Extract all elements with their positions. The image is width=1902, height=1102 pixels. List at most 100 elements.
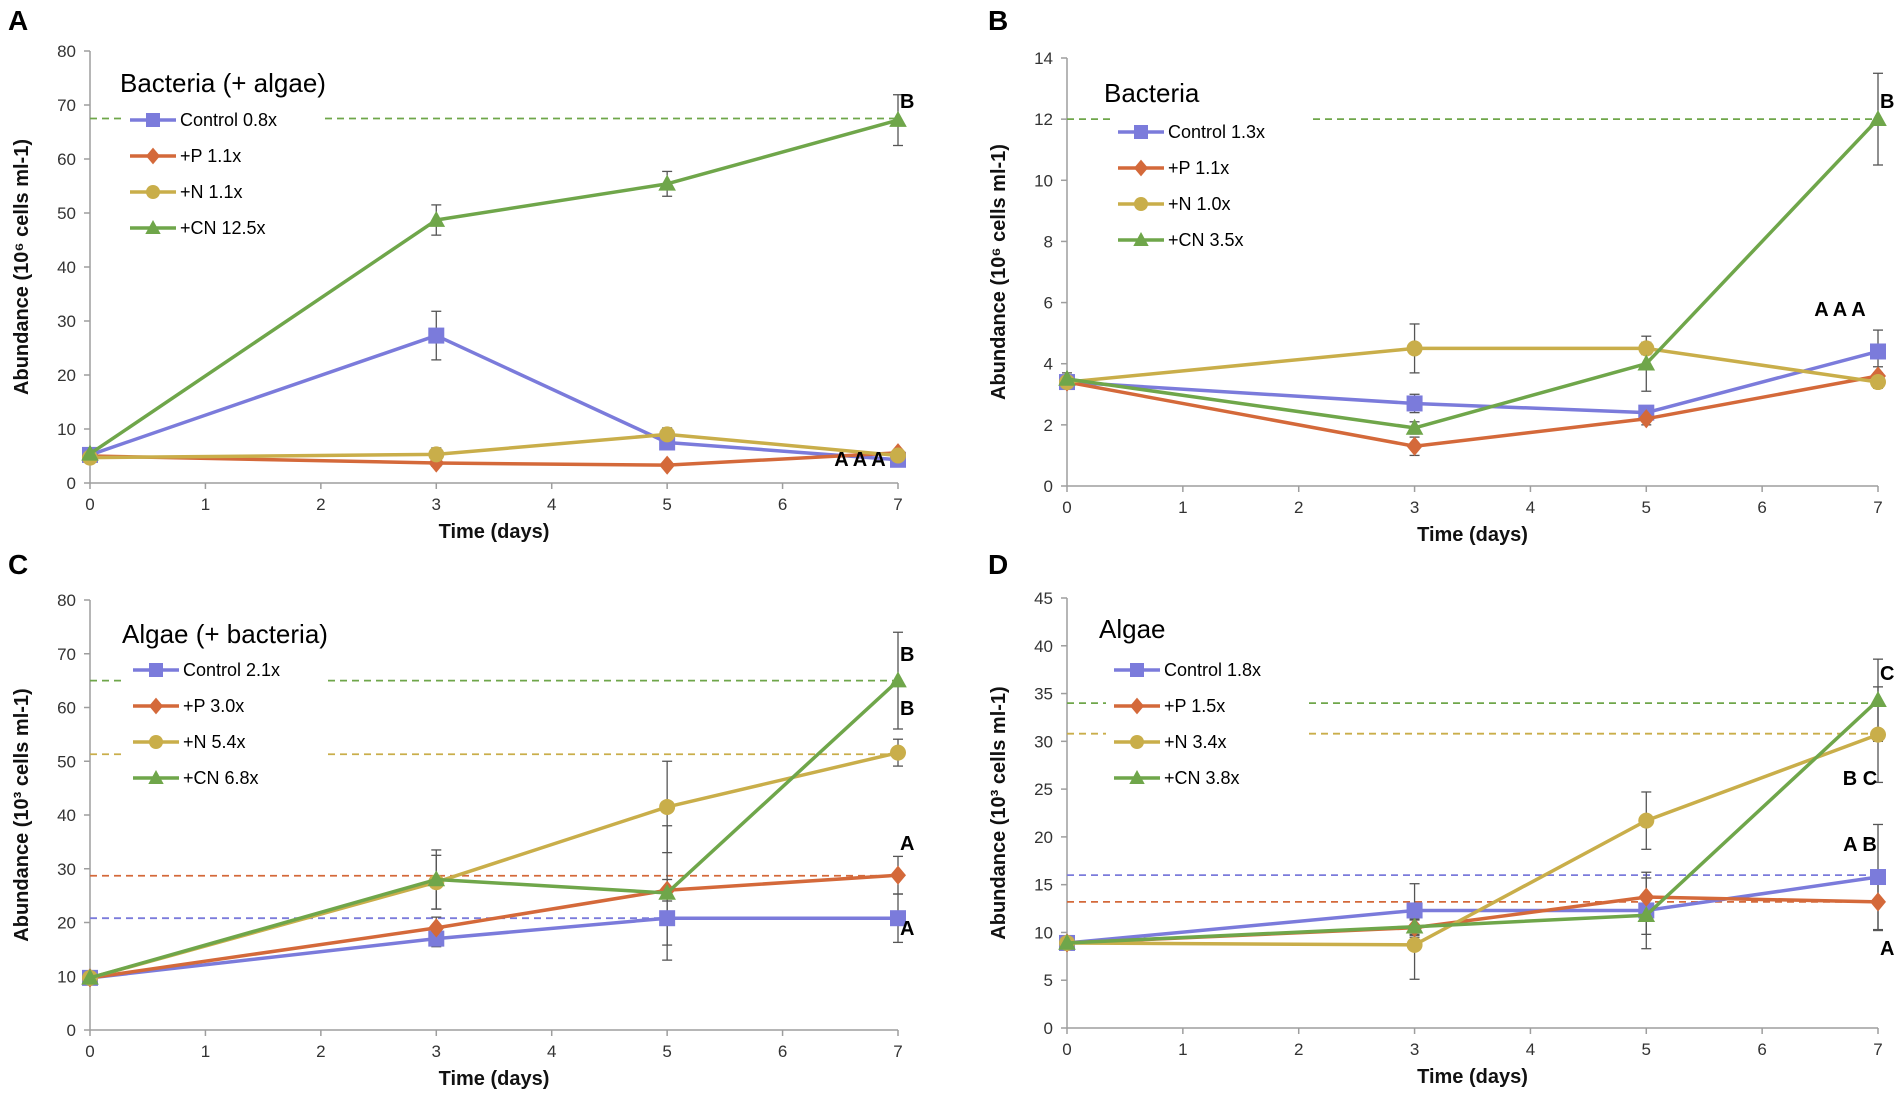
legend-label: Control 1.3x [1168,122,1265,142]
y-axis-title: Abundance (10⁶ cells ml-1) [11,139,33,395]
y-tick-label: 0 [67,474,76,493]
x-tick-label: 2 [316,1042,325,1061]
data-point-plus-n [890,744,906,761]
legend-label: Control 0.8x [180,110,277,130]
legend-label: +N 3.4x [1164,732,1227,752]
data-point-control [1406,902,1423,919]
legend-label: +N 1.1x [180,182,243,202]
y-tick-label: 30 [57,860,76,879]
data-point-control [890,910,906,927]
x-tick-label: 3 [1410,498,1419,517]
y-tick-label: 10 [1034,171,1053,190]
legend: Control 0.8x +P 1.1x +N 1.1x +CN 12.5x [130,110,277,238]
legend-label: +CN 3.5x [1168,230,1244,250]
y-tick-label: 10 [57,420,76,439]
x-tick-label: 1 [201,495,210,514]
series-line-control [1066,349,1879,415]
y-tick-label: 0 [1044,477,1053,496]
x-tick-label: 3 [432,495,441,514]
legend-marker-plus-cn [145,219,161,234]
data-point-plus-cn [1637,354,1656,371]
series-line-plus-n [1066,733,1879,947]
y-tick-label: 30 [57,312,76,331]
series-line-plus-n [89,432,899,460]
legend-label: +P 1.5x [1164,696,1225,716]
significance-label: B C [1843,768,1877,790]
y-tick-label: 2 [1044,416,1053,435]
y-tick-label: 10 [57,967,76,986]
chart-title: Algae (+ bacteria) [122,619,328,649]
legend-marker-plus-n [146,185,160,199]
legend-marker-plus-cn [148,769,164,784]
x-axis-title: Time (days) [1417,524,1528,546]
series-line-plus-p [89,451,899,467]
legend-marker-plus-p [1134,159,1148,177]
data-point-plus-p [1638,887,1655,907]
y-tick-label: 80 [57,591,76,610]
data-point-plus-p [428,918,445,938]
x-tick-label: 0 [1062,1040,1071,1059]
y-tick-label: 0 [1044,1019,1053,1038]
y-tick-label: 20 [57,914,76,933]
series-line-control [1066,875,1879,945]
data-point-plus-cn [658,174,676,191]
y-tick-label: 60 [57,699,76,718]
legend-marker-control [1134,125,1148,139]
y-tick-label: 20 [1034,828,1053,847]
y-tick-label: 40 [1034,637,1053,656]
legend-marker-plus-n [1130,735,1144,749]
legend-marker-control [146,113,160,127]
data-point-plus-cn [889,671,907,688]
legend-label: Control 1.8x [1164,660,1261,680]
data-point-plus-cn [1058,933,1076,950]
legend-label: +CN 3.8x [1164,768,1240,788]
significance-label: A A A [834,449,885,471]
y-tick-label: 15 [1034,876,1053,895]
y-tick-label: 60 [57,150,76,169]
y-tick-label: 50 [57,204,76,223]
data-point-plus-cn [1058,369,1076,386]
x-tick-label: 0 [85,495,94,514]
chart-title: Bacteria [1104,78,1200,108]
x-tick-label: 0 [85,1042,94,1061]
y-tick-label: 20 [57,366,76,385]
data-point-plus-cn [1405,917,1424,934]
significance-label: B [900,644,914,666]
x-tick-label: 2 [316,495,325,514]
x-tick-label: 4 [547,495,556,514]
series-line-plus-cn [1066,117,1880,430]
x-tick-label: 3 [432,1042,441,1061]
series-line-plus-p [89,873,899,980]
data-point-control [1406,395,1423,412]
significance-label: A A A [1814,299,1865,321]
legend: Control 1.8x +P 1.5x +N 3.4x +CN 3.8x [1114,660,1261,788]
legend-label: +CN 12.5x [180,218,266,238]
data-point-plus-n [1638,340,1655,357]
y-tick-label: 70 [57,645,76,664]
data-point-plus-cn [81,444,99,461]
x-tick-label: 6 [1757,498,1766,517]
x-tick-label: 7 [893,1042,902,1061]
y-tick-label: 4 [1044,355,1053,374]
legend-marker-plus-p [1130,697,1144,715]
panel-letter: A [8,5,28,36]
legend-label: +N 5.4x [183,732,246,752]
x-tick-label: 1 [1178,1040,1187,1059]
significance-label: B [900,91,914,113]
x-tick-label: 7 [893,495,902,514]
chart-title: Bacteria (+ algae) [120,68,326,98]
data-point-plus-cn [1405,418,1424,435]
data-point-plus-cn [427,870,446,887]
series-line-plus-cn [89,118,899,456]
series-line-plus-cn [89,679,900,980]
y-tick-label: 45 [1034,589,1053,608]
chart-title: Algae [1099,614,1166,644]
significance-label: B [900,698,914,720]
x-tick-label: 4 [1526,498,1535,517]
legend-label: +P 1.1x [1168,158,1229,178]
x-tick-label: 1 [1178,498,1187,517]
x-tick-label: 6 [778,495,787,514]
legend-marker-plus-n [149,735,163,749]
x-tick-label: 5 [1642,498,1651,517]
panel-letter: C [8,549,28,580]
